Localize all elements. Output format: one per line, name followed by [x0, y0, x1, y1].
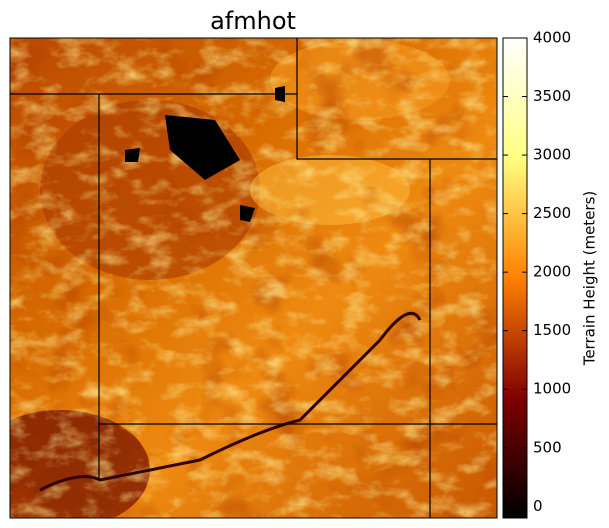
colorbar-tick-label: 500 [533, 438, 562, 456]
terrain-map [10, 38, 497, 518]
colorbar [502, 37, 528, 519]
colorbar-tick-label: 4000 [533, 29, 571, 47]
colorbar-label: Terrain Height (meters) [581, 191, 599, 367]
colorbar-tick-label: 3000 [533, 146, 571, 164]
colorbar-tick-label: 3500 [533, 87, 571, 105]
colorbar-tick-label: 2000 [533, 263, 571, 281]
colorbar-tick-label: 0 [533, 497, 543, 515]
colorbar-tick-label: 2500 [533, 204, 571, 222]
colorbar-tick-label: 1000 [533, 380, 571, 398]
map-title: afmhot [210, 7, 296, 35]
colorbar-tick-label: 1500 [533, 321, 571, 339]
map-frame [9, 37, 498, 519]
